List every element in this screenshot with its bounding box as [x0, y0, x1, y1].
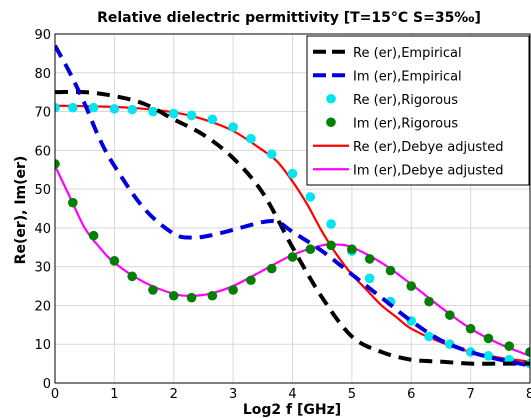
series-3-point: [148, 285, 158, 295]
y-tick-label: 80: [34, 67, 51, 82]
x-tick-label: 2: [170, 387, 178, 402]
series-3-point: [287, 252, 298, 262]
x-tick-label: 5: [348, 387, 356, 402]
series-3-point: [385, 265, 396, 276]
legend-marker: [326, 117, 336, 128]
series-2-point: [109, 104, 120, 114]
x-tick-label: 8: [526, 387, 531, 402]
legend-entry-label: Re (er),Debye adjusted: [353, 140, 503, 155]
series-0-line: [55, 89, 530, 366]
series-3-point: [364, 254, 375, 264]
y-tick-label: 50: [34, 183, 51, 198]
x-tick-label: 4: [288, 387, 296, 402]
series-2-point: [424, 331, 434, 342]
series-3-point: [483, 333, 494, 344]
series-2-point: [88, 102, 99, 113]
series-2-point: [246, 133, 256, 144]
legend-marker: [326, 93, 336, 104]
series-2-point: [326, 219, 336, 229]
series-2-point: [483, 351, 494, 361]
y-tick-label: 90: [34, 28, 51, 43]
x-tick-label: 0: [51, 387, 59, 402]
y-tick-label: 30: [34, 261, 51, 276]
series-2-point: [148, 106, 158, 117]
series-3-point: [55, 159, 60, 169]
y-tick-label: 20: [34, 299, 51, 314]
series-2-point: [127, 104, 137, 115]
series-3-point: [445, 310, 455, 320]
series-3-point: [246, 275, 256, 286]
legend-entry-label: Re (er),Empirical: [353, 46, 462, 61]
series-3-point: [88, 230, 99, 241]
y-tick-label: 40: [34, 222, 51, 237]
series-3-point: [504, 341, 515, 351]
y-tick-label: 70: [34, 106, 51, 121]
series-2-point: [305, 192, 316, 202]
series-3-point: [168, 290, 179, 301]
series-2-point: [364, 273, 375, 284]
series-2-point: [168, 108, 179, 119]
series-3-point: [525, 347, 530, 357]
series-3-point: [347, 244, 357, 255]
series-2-point: [287, 168, 298, 179]
y-tick-label: 10: [34, 338, 51, 353]
chart-title: Relative dielectric permittivity [T=15°C…: [97, 10, 481, 26]
plot-series: [55, 44, 530, 369]
y-axis-label: Re(er), Im(er): [13, 156, 29, 265]
series-3-point: [127, 271, 137, 282]
series-3-point: [186, 292, 197, 303]
x-tick-label: 6: [407, 387, 415, 402]
series-3-point: [228, 285, 238, 295]
plot-frame: [54, 33, 531, 384]
series-2-point: [207, 114, 218, 125]
legend-entry-label: Im (er),Empirical: [353, 69, 462, 84]
legend-box: [306, 35, 530, 186]
y-tick-label: 60: [34, 144, 51, 159]
series-3-point: [305, 244, 316, 255]
series-2-point: [186, 110, 197, 121]
series-3-point: [326, 240, 336, 251]
series-2-point: [228, 122, 238, 132]
x-tick-label: 1: [110, 387, 118, 402]
series-1-line: [55, 44, 530, 368]
x-tick-label: 7: [466, 387, 474, 402]
series-3-point: [109, 256, 120, 266]
series-3-point: [68, 197, 78, 208]
y-tick-label: 0: [43, 377, 51, 392]
series-2-point: [55, 102, 60, 113]
series-2-point: [68, 102, 78, 113]
legend-entry-label: Im (er),Debye adjusted: [353, 163, 504, 178]
series-3-point: [406, 281, 417, 291]
series-2-point: [266, 149, 277, 160]
series-3-point: [207, 290, 218, 301]
x-axis-label: Log2 f [GHz]: [243, 402, 341, 418]
x-tick-label: 3: [229, 387, 237, 402]
series-3-point: [465, 323, 476, 334]
series-3-point: [266, 263, 277, 274]
legend-entry-label: Re (er),Rigorous: [353, 93, 458, 108]
series-3-point: [424, 296, 434, 307]
legend-entry-label: Im (er),Rigorous: [353, 116, 458, 131]
legend: Re (er),Empirical Im (er),Empirical Re (er…: [306, 35, 530, 186]
